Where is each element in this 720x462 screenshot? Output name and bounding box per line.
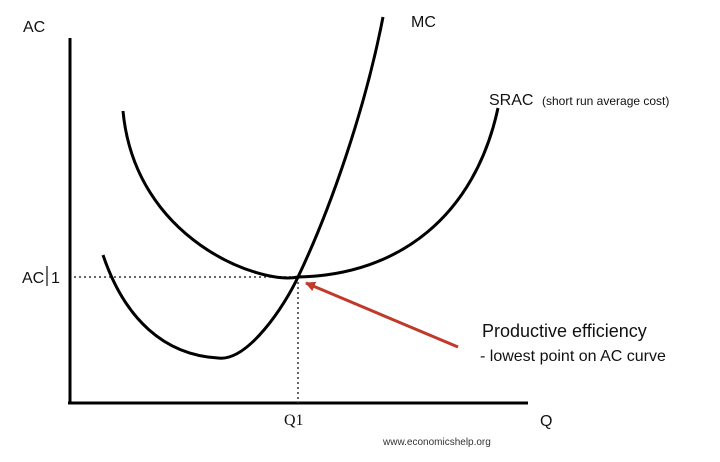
mc-label: MC — [411, 14, 436, 31]
annotation-line-2: - lowest point on AC curve — [480, 348, 666, 365]
q1-label: Q1 — [284, 412, 304, 429]
x-axis-label: Q — [540, 413, 552, 430]
y-axis-label: AC — [23, 19, 45, 36]
ac1-subscript: 1 — [51, 270, 60, 287]
watermark-text: www.economicshelp.org — [382, 437, 491, 448]
annotation-line-1: Productive efficiency — [482, 321, 647, 341]
annotation-arrow — [305, 281, 459, 349]
srac-label: SRAC — [489, 92, 533, 109]
mc-curve — [101, 16, 385, 360]
srac-note: (short run average cost) — [542, 94, 669, 108]
ac1-label: AC — [22, 270, 44, 287]
